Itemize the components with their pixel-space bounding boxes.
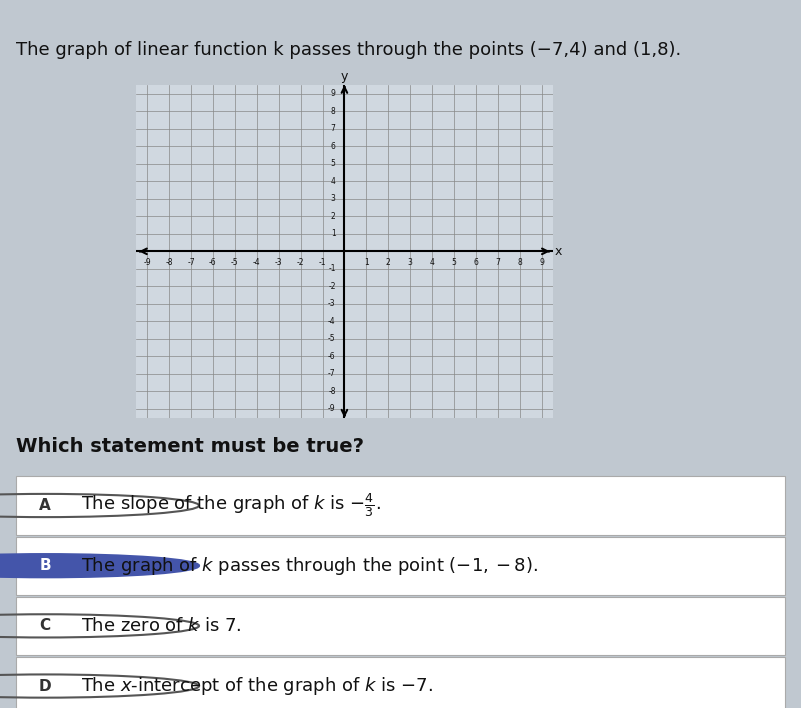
Text: 6: 6 bbox=[331, 142, 336, 151]
Text: 1: 1 bbox=[364, 258, 368, 268]
Text: 5: 5 bbox=[452, 258, 457, 268]
Text: 1: 1 bbox=[331, 229, 336, 239]
Text: x: x bbox=[555, 245, 562, 258]
Text: y: y bbox=[340, 70, 348, 84]
Text: 2: 2 bbox=[386, 258, 391, 268]
Text: D: D bbox=[39, 678, 51, 694]
Text: -5: -5 bbox=[328, 334, 336, 343]
Text: The graph of linear function k passes through the points (−7,4) and (1,8).: The graph of linear function k passes th… bbox=[16, 40, 682, 59]
Text: A: A bbox=[39, 498, 51, 513]
Text: 2: 2 bbox=[331, 212, 336, 221]
Text: C: C bbox=[40, 618, 50, 634]
Text: 7: 7 bbox=[331, 124, 336, 133]
Text: -9: -9 bbox=[328, 404, 336, 413]
Text: The slope of the graph of $k$ is $-\frac{4}{3}$.: The slope of the graph of $k$ is $-\frac… bbox=[82, 491, 381, 520]
Text: -8: -8 bbox=[165, 258, 173, 268]
Text: -8: -8 bbox=[328, 387, 336, 396]
Text: -2: -2 bbox=[297, 258, 304, 268]
Text: -4: -4 bbox=[253, 258, 260, 268]
Text: -2: -2 bbox=[328, 282, 336, 291]
Text: B: B bbox=[39, 558, 51, 573]
Text: The $x$-intercept of the graph of $k$ is $-7$.: The $x$-intercept of the graph of $k$ is… bbox=[82, 675, 433, 697]
Text: -9: -9 bbox=[143, 258, 151, 268]
Text: 7: 7 bbox=[496, 258, 501, 268]
Text: 5: 5 bbox=[331, 159, 336, 169]
Text: -4: -4 bbox=[328, 317, 336, 326]
Text: 8: 8 bbox=[331, 107, 336, 115]
Text: 6: 6 bbox=[473, 258, 478, 268]
Text: 9: 9 bbox=[331, 89, 336, 98]
FancyBboxPatch shape bbox=[16, 537, 785, 595]
Text: -6: -6 bbox=[328, 352, 336, 361]
Text: -7: -7 bbox=[187, 258, 195, 268]
FancyBboxPatch shape bbox=[16, 657, 785, 708]
Text: -7: -7 bbox=[328, 370, 336, 379]
Text: 3: 3 bbox=[408, 258, 413, 268]
Text: -1: -1 bbox=[319, 258, 326, 268]
Text: 9: 9 bbox=[539, 258, 544, 268]
Text: Which statement must be true?: Which statement must be true? bbox=[16, 437, 364, 455]
Text: -6: -6 bbox=[209, 258, 217, 268]
Text: The zero of $k$ is 7.: The zero of $k$ is 7. bbox=[82, 617, 242, 635]
Text: -3: -3 bbox=[275, 258, 283, 268]
Text: 8: 8 bbox=[517, 258, 522, 268]
Circle shape bbox=[0, 554, 199, 577]
Text: -1: -1 bbox=[328, 264, 336, 273]
Text: -5: -5 bbox=[231, 258, 239, 268]
FancyBboxPatch shape bbox=[16, 597, 785, 655]
Text: The graph of $k$ passes through the point $(-1,-8)$.: The graph of $k$ passes through the poin… bbox=[82, 554, 538, 577]
Text: 4: 4 bbox=[429, 258, 435, 268]
Text: 3: 3 bbox=[331, 194, 336, 203]
Text: 4: 4 bbox=[331, 177, 336, 185]
Text: -3: -3 bbox=[328, 299, 336, 309]
FancyBboxPatch shape bbox=[16, 476, 785, 535]
